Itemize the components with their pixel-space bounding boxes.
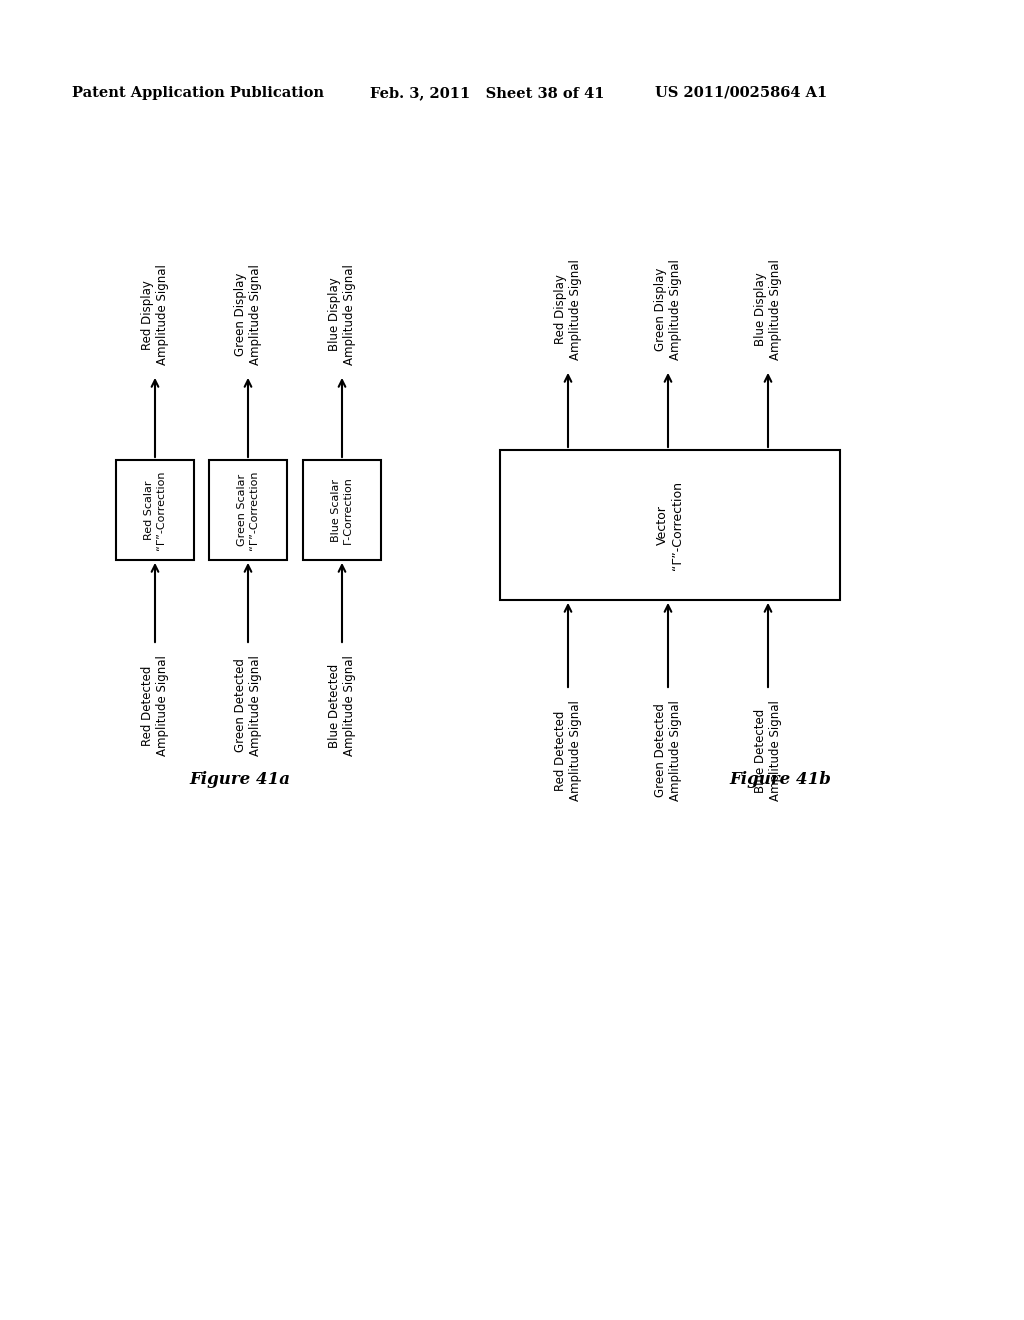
Text: Figure 41b: Figure 41b xyxy=(729,771,830,788)
Text: Green Scalar
“Γ”-Correction: Green Scalar “Γ”-Correction xyxy=(238,470,259,549)
Text: Green Display
Amplitude Signal: Green Display Amplitude Signal xyxy=(234,264,262,366)
Text: Red Display
Amplitude Signal: Red Display Amplitude Signal xyxy=(554,259,582,360)
Text: Figure 41a: Figure 41a xyxy=(189,771,291,788)
Bar xyxy=(209,459,287,560)
Text: Vector
“Γ”-Correction: Vector “Γ”-Correction xyxy=(656,480,684,569)
Bar xyxy=(500,450,840,601)
Text: Red Detected
Amplitude Signal: Red Detected Amplitude Signal xyxy=(141,655,169,756)
Text: Blue Detected
Amplitude Signal: Blue Detected Amplitude Signal xyxy=(754,700,782,801)
Text: Blue Display
Amplitude Signal: Blue Display Amplitude Signal xyxy=(328,264,356,366)
Text: US 2011/0025864 A1: US 2011/0025864 A1 xyxy=(655,86,827,100)
Text: Green Display
Amplitude Signal: Green Display Amplitude Signal xyxy=(654,259,682,360)
Bar xyxy=(116,459,194,560)
Text: Blue Display
Amplitude Signal: Blue Display Amplitude Signal xyxy=(754,259,782,360)
Text: Red Display
Amplitude Signal: Red Display Amplitude Signal xyxy=(141,264,169,366)
Text: Red Scalar
“Γ”-Correction: Red Scalar “Γ”-Correction xyxy=(144,470,166,549)
Text: Green Detected
Amplitude Signal: Green Detected Amplitude Signal xyxy=(234,655,262,756)
Text: Red Detected
Amplitude Signal: Red Detected Amplitude Signal xyxy=(554,700,582,801)
Text: Patent Application Publication: Patent Application Publication xyxy=(72,86,324,100)
Text: Blue Scalar
Γ-Correction: Blue Scalar Γ-Correction xyxy=(331,477,353,544)
Text: Blue Detected
Amplitude Signal: Blue Detected Amplitude Signal xyxy=(328,655,356,756)
Text: Green Detected
Amplitude Signal: Green Detected Amplitude Signal xyxy=(654,700,682,801)
Text: Feb. 3, 2011   Sheet 38 of 41: Feb. 3, 2011 Sheet 38 of 41 xyxy=(370,86,604,100)
Bar xyxy=(303,459,381,560)
